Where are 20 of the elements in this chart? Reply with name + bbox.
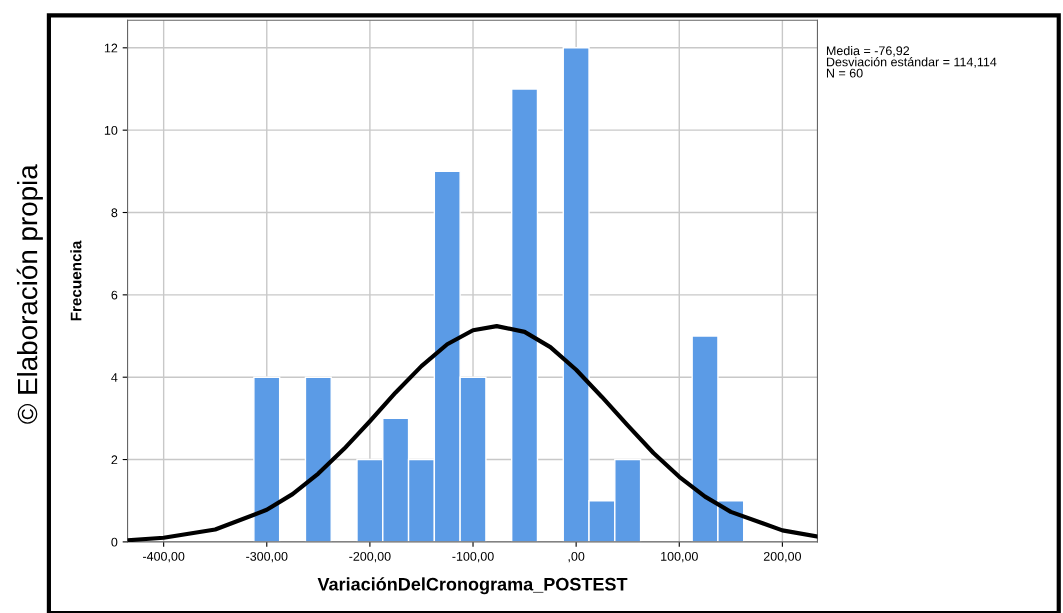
x-tick-label: -200,00 <box>349 551 391 563</box>
text: N = 60 <box>826 68 863 78</box>
x-tick-label: -400,00 <box>143 551 185 563</box>
y-axis-title: Frecuencia <box>70 240 82 321</box>
text: Desviación estándar = 114,114 <box>826 57 997 68</box>
x-tick-label: 200,00 <box>763 551 802 563</box>
y-tick-label: 8 <box>111 208 118 218</box>
y-tick-label: 10 <box>104 125 118 135</box>
y-tick-label: 12 <box>104 43 118 53</box>
text: © Elaboración propia <box>16 164 43 424</box>
text: Media = -76,92 <box>826 45 910 57</box>
x-tick-label: 100,00 <box>661 551 698 563</box>
y-tick-label: 4 <box>111 373 118 382</box>
x-tick-label: ,00 <box>568 551 585 563</box>
y-tick-label: 6 <box>111 290 118 300</box>
x-tick-label: -300,00 <box>246 551 288 563</box>
y-tick-label: 2 <box>111 455 118 465</box>
x-axis-title: VariaciónDelCronograma_POSTEST <box>317 577 628 595</box>
x-tick-label: -100,00 <box>452 551 494 563</box>
y-tick-label: 0 <box>111 537 118 547</box>
